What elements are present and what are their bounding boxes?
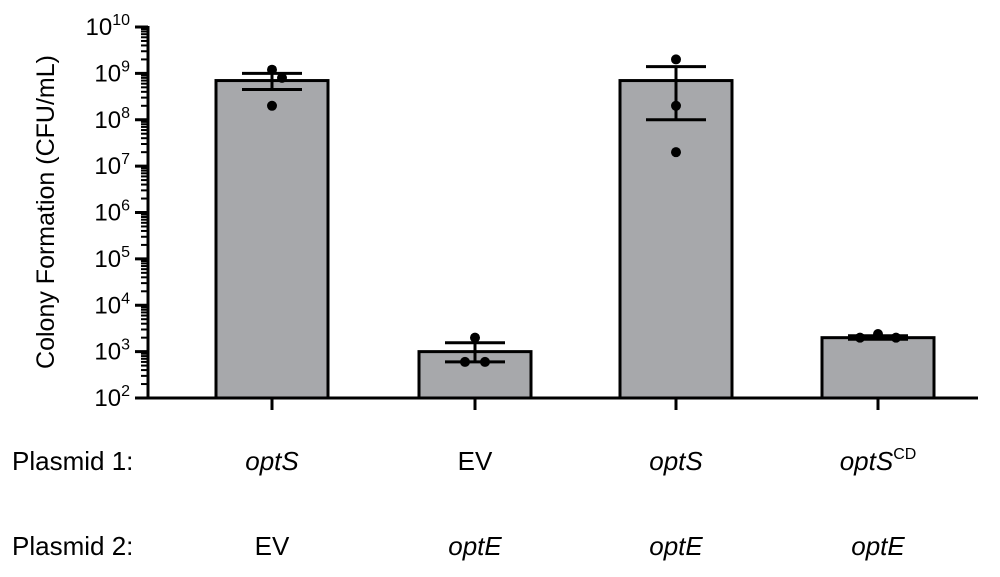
y-tick-label: 105	[94, 244, 130, 273]
y-tick-label: 108	[94, 105, 130, 134]
data-point	[671, 54, 681, 65]
plasmid-2-label: EV	[255, 531, 290, 561]
bar	[417, 350, 533, 400]
plasmid-2-label: optE	[851, 531, 905, 561]
data-point	[873, 328, 883, 339]
plasmid-1-label: optS	[649, 446, 703, 476]
y-axis: 102 103 104 105 106 107 108 109 1010	[86, 12, 150, 412]
data-points	[267, 54, 901, 367]
bar	[820, 336, 936, 400]
plasmid-1-label: optS	[245, 446, 299, 476]
y-tick-label: 102	[94, 383, 130, 412]
data-point	[267, 100, 277, 111]
row-label-plasmid-1: Plasmid 1:	[12, 446, 133, 476]
row-label-plasmid-2: Plasmid 2:	[12, 531, 133, 561]
bars	[214, 79, 936, 400]
data-point	[891, 332, 901, 343]
y-tick-label: 109	[94, 58, 130, 87]
category-labels: Plasmid 1: Plasmid 2: optS EV EV optE optS optE…	[12, 446, 916, 561]
plasmid-1-label: EV	[458, 446, 493, 476]
data-point	[480, 356, 490, 367]
data-point	[460, 356, 470, 367]
plasmid-2-label: optE	[649, 531, 703, 561]
y-axis-title: Colony Formation (CFU/mL)	[32, 55, 60, 369]
plasmid-1-label: optSCD	[840, 446, 917, 476]
data-point	[671, 100, 681, 111]
data-point	[267, 64, 277, 75]
y-tick-label: 104	[94, 290, 130, 319]
y-tick-label: 1010	[86, 12, 131, 41]
data-point	[277, 72, 287, 83]
data-point	[855, 332, 865, 343]
plasmid-2-label: optE	[448, 531, 502, 561]
bar	[618, 79, 734, 400]
x-axis	[147, 396, 978, 410]
y-tick-label: 107	[94, 151, 130, 180]
data-point	[671, 147, 681, 158]
bar	[214, 79, 330, 400]
data-point	[470, 332, 480, 343]
error-bars	[242, 65, 908, 364]
y-tick-label: 106	[94, 198, 130, 227]
y-tick-label: 103	[94, 337, 130, 366]
